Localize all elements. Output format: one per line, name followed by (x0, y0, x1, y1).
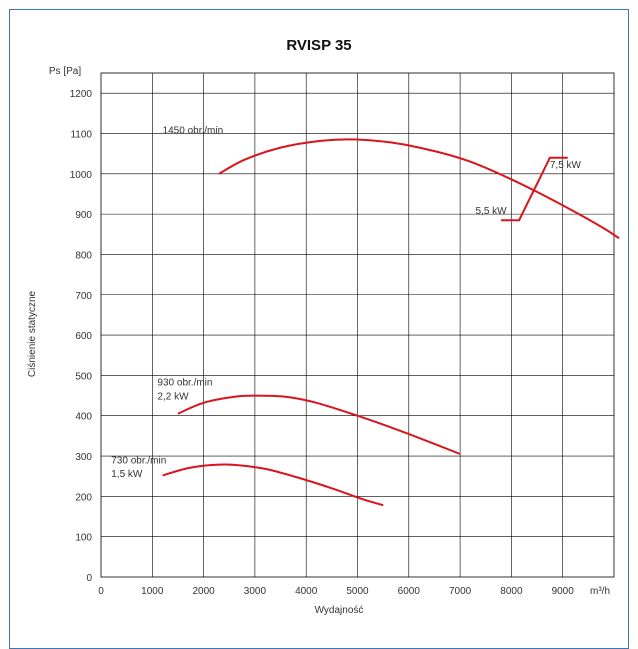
label-730-rpm: 1,5 kW (111, 469, 143, 480)
y-tick-label: 1100 (70, 129, 92, 140)
y-tick-label: 900 (75, 210, 92, 221)
x-tick-label: 4000 (295, 586, 318, 597)
x-tick-label: 1000 (141, 586, 164, 597)
y-unit-label: Ps [Pa] (49, 66, 81, 77)
x-tick-label: 2000 (192, 586, 215, 597)
y-tick-label: 1000 (70, 170, 93, 181)
label-1450-rpm: 1450 obr./min (163, 125, 224, 136)
x-unit-label: m³/h (590, 586, 610, 597)
label-7-5-kw: 7,5 kW (550, 160, 582, 171)
label-5-5-kw: 5,5 kW (475, 206, 507, 217)
curve-annotations: 1450 obr./min 930 obr./min 2,2 kW 730 obr./… (111, 125, 581, 480)
label-930-rpm: 930 obr./min (157, 377, 212, 388)
chart-title: RVISP 35 (286, 37, 351, 54)
y-tick-label: 700 (75, 291, 92, 302)
y-tick-label: 500 (75, 371, 92, 382)
y-tick-label: 300 (75, 452, 92, 463)
y-tick-label: 0 (86, 573, 92, 584)
motor-power-step-line (501, 156, 568, 222)
x-tick-label: 3000 (244, 586, 267, 597)
y-tick-label: 100 (75, 533, 92, 544)
y-tick-label: 400 (75, 412, 92, 423)
y-tick-label: 200 (75, 492, 92, 503)
label-930-rpm: 2,2 kW (157, 392, 189, 403)
tick-labels: 0 1000 2000 3000 4000 5000 6000 7000 8000 9000 0 10… (70, 89, 575, 597)
curve-930-rpm (177, 394, 461, 455)
curve-1450-rpm (218, 138, 620, 240)
fan-curve-chart: RVISP 35 Ps [Pa] m³/h Wydajność Ciśnieni… (27, 37, 620, 616)
y-axis-label: Ciśnienie statyczne (27, 290, 38, 377)
curves (162, 138, 620, 507)
chart-frame: RVISP 35 Ps [Pa] m³/h Wydajność Ciśnieni… (9, 9, 629, 649)
y-tick-label: 800 (75, 250, 92, 261)
x-tick-label: 9000 (552, 586, 575, 597)
x-tick-label: 0 (98, 586, 104, 597)
x-tick-label: 8000 (500, 586, 523, 597)
x-tick-label: 5000 (346, 586, 369, 597)
grid (100, 72, 615, 578)
label-730-rpm: 730 obr./min (111, 455, 166, 466)
x-tick-label: 6000 (398, 586, 421, 597)
x-axis-label: Wydajność (315, 605, 364, 616)
curve-730-rpm (162, 463, 384, 507)
x-tick-label: 7000 (449, 586, 472, 597)
y-tick-label: 1200 (70, 89, 93, 100)
y-tick-label: 600 (75, 331, 92, 342)
